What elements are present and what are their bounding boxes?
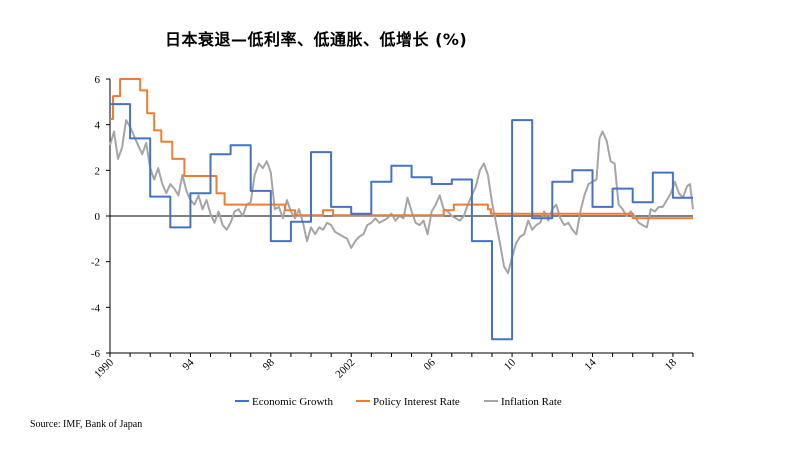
x-tick-label: 14 xyxy=(582,356,599,373)
legend-label: Policy Interest Rate xyxy=(373,396,460,408)
legend-label: Inflation Rate xyxy=(501,396,562,408)
legend: Economic Growth Policy Interest Rate Infla… xyxy=(235,396,562,408)
y-tick-label: -2 xyxy=(91,257,100,269)
y-tick-label: 4 xyxy=(95,120,101,132)
x-tick-label: 06 xyxy=(422,356,439,373)
y-tick-label: -4 xyxy=(91,302,101,314)
x-tick-label: 10 xyxy=(502,356,519,373)
x-tick-label: 2002 xyxy=(333,357,357,381)
y-tick-label: -6 xyxy=(91,348,101,360)
series-line-inflation-rate xyxy=(109,119,694,275)
chart-title: 日本衰退—低利率、低通胀、低增长 (%) xyxy=(165,30,468,49)
source-note: Source: IMF, Bank of Japan xyxy=(30,419,143,430)
y-tick-label: 0 xyxy=(95,211,101,223)
x-tick-label: 94 xyxy=(180,356,197,373)
series-line-economic-growth xyxy=(110,103,693,341)
series-line-policy-interest-rate xyxy=(110,78,693,220)
x-tick-label: 18 xyxy=(663,356,680,373)
y-tick-label: 2 xyxy=(95,165,101,177)
x-tick-label: 98 xyxy=(261,356,278,373)
legend-label: Economic Growth xyxy=(252,396,333,408)
series-layer xyxy=(109,78,694,341)
y-tick-label: 6 xyxy=(95,74,101,86)
